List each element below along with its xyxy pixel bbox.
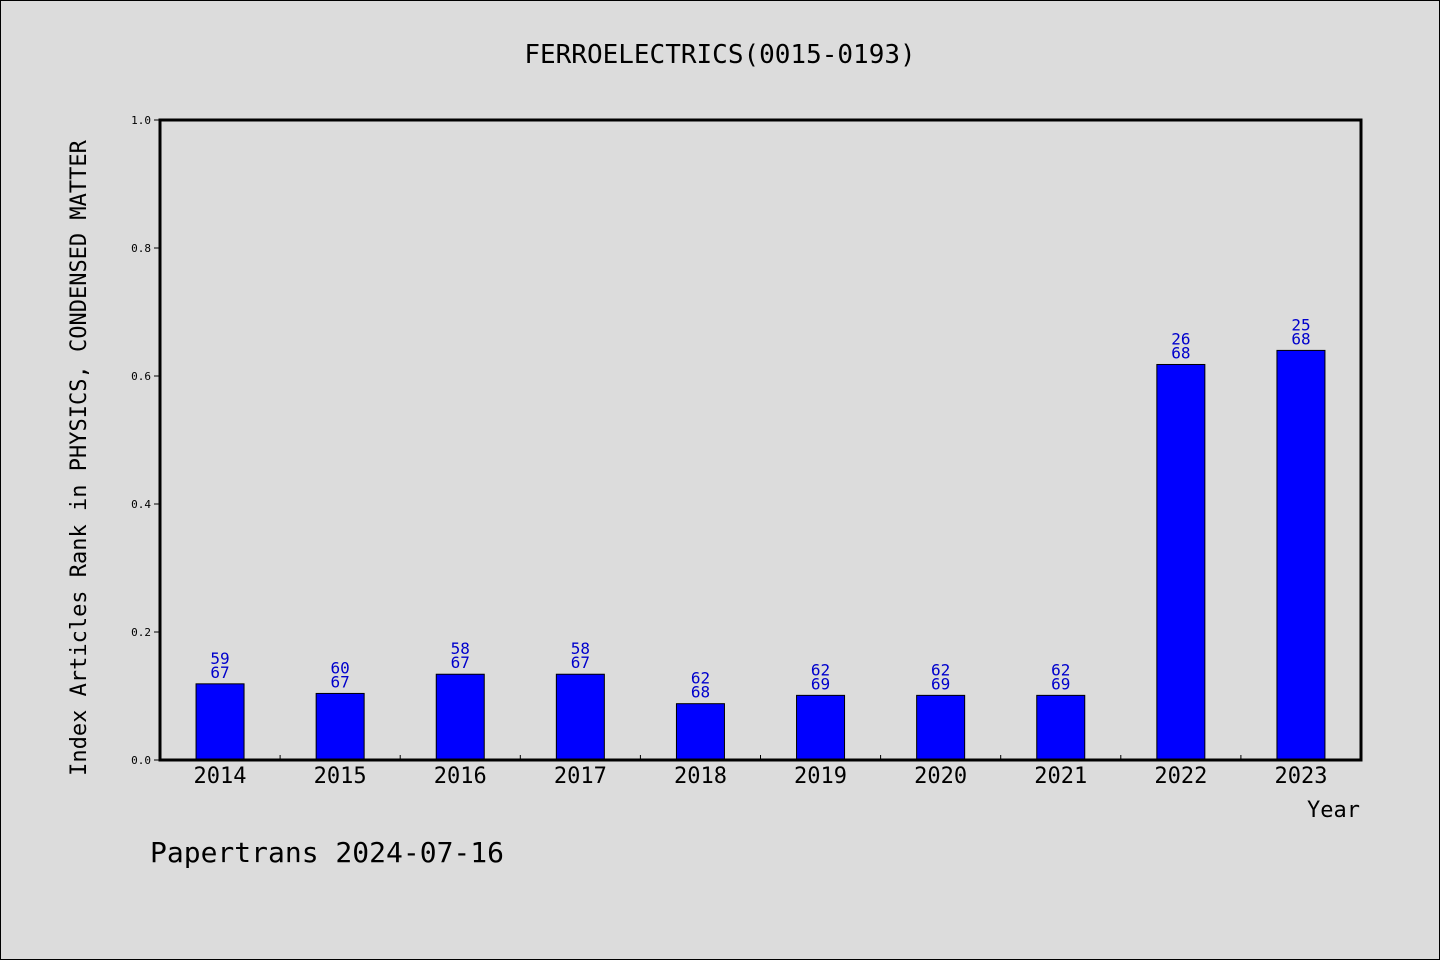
y-axis-label: Index Articles Rank in PHYSICS, CONDENSE… (67, 139, 92, 776)
bar-total-label: 69 (811, 674, 830, 693)
bar-2015 (315, 692, 365, 761)
x-tick-label: 2019 (794, 764, 847, 789)
bars-group (195, 349, 1326, 761)
bar-total-label: 69 (1051, 674, 1070, 693)
y-tick-label: 0.6 (131, 370, 151, 383)
bar-rank-label: 62 (1051, 660, 1070, 679)
bar-rank-label: 59 (210, 649, 229, 668)
y-tick-label: 0.0 (131, 754, 151, 767)
x-tick-label: 2016 (434, 764, 487, 789)
bar-total-label: 69 (931, 674, 950, 693)
x-tick-label: 2022 (1154, 764, 1207, 789)
bar-2023 (1276, 349, 1326, 761)
bar-2018 (675, 703, 725, 761)
bar-2017 (555, 673, 605, 761)
bar-total-label: 67 (571, 653, 590, 672)
y-tick-label: 1.0 (131, 114, 151, 127)
bar-2022 (1156, 363, 1206, 761)
bar-rank-label: 62 (691, 669, 710, 688)
y-axis-ticks: 0.0 0.2 0.4 0.6 0.8 1.0 (131, 114, 160, 767)
y-tick-label: 0.8 (131, 242, 151, 255)
y-tick-label: 0.4 (131, 498, 151, 511)
bar-rank-label: 58 (451, 639, 470, 658)
bar-rank-label: 62 (811, 660, 830, 679)
bar-2016 (435, 673, 485, 761)
bar-rank-label: 58 (571, 639, 590, 658)
x-axis-label: Year (1307, 798, 1360, 823)
bar-total-label: 67 (451, 653, 470, 672)
chart-title: FERROELECTRICS(0015-0193) (524, 40, 915, 70)
bar-total-label: 68 (1291, 329, 1310, 348)
x-tick-label: 2018 (674, 764, 727, 789)
bar-2019 (796, 694, 846, 761)
bar-total-label: 68 (691, 683, 710, 702)
bar-rank-label: 26 (1171, 329, 1190, 348)
y-tick-label: 0.2 (131, 626, 151, 639)
footer-note: Papertrans 2024-07-16 (150, 836, 504, 869)
bar-total-label: 67 (210, 663, 229, 682)
bar-rank-label: 25 (1291, 315, 1310, 334)
bar-total-label: 67 (331, 672, 350, 691)
x-tick-label: 2014 (194, 764, 247, 789)
bar-total-label: 68 (1171, 343, 1190, 362)
bar-2021 (1036, 694, 1086, 761)
x-tick-label: 2023 (1274, 764, 1327, 789)
bar-rank-label: 62 (931, 660, 950, 679)
x-tick-label: 2020 (914, 764, 967, 789)
x-tick-label: 2015 (314, 764, 367, 789)
x-tick-label: 2021 (1034, 764, 1087, 789)
bar-2014 (195, 683, 245, 761)
bar-rank-label: 60 (331, 658, 350, 677)
bar-2020 (916, 694, 966, 761)
x-tick-label: 2017 (554, 764, 607, 789)
x-axis-ticks: 2014 2015 2016 2017 2018 2019 2020 2021 2022 2023 (194, 755, 1327, 789)
